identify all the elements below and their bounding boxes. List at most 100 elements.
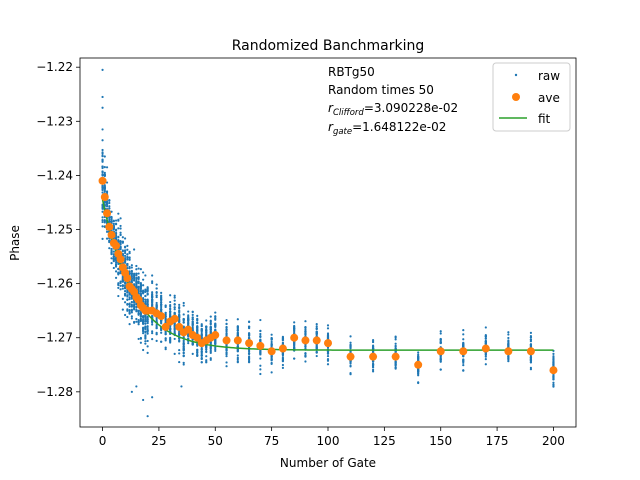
raw-point: [191, 342, 194, 345]
raw-point: [247, 320, 251, 323]
raw-point: [139, 315, 142, 318]
raw-point: [119, 227, 122, 230]
raw-point: [117, 236, 120, 239]
raw-point: [128, 311, 131, 315]
raw-point: [439, 341, 442, 344]
raw-point: [178, 348, 181, 352]
raw-point: [155, 294, 158, 297]
raw-point: [191, 318, 194, 321]
raw-point: [349, 350, 352, 353]
raw-point: [178, 340, 181, 343]
raw-point: [144, 274, 147, 277]
raw-point: [128, 323, 131, 326]
raw-point: [114, 231, 118, 235]
raw-point: [123, 257, 127, 260]
raw-point: [304, 326, 307, 329]
raw-point: [160, 327, 163, 331]
ave-point: [346, 352, 355, 361]
raw-point: [155, 326, 158, 330]
raw-point: [103, 166, 106, 169]
raw-point: [137, 323, 140, 326]
raw-point: [146, 345, 149, 348]
raw-point: [270, 343, 273, 346]
raw-point: [371, 340, 375, 344]
raw-point: [160, 306, 163, 309]
raw-point: [151, 298, 154, 302]
raw-point: [123, 294, 127, 297]
raw-point: [101, 128, 104, 131]
raw-point: [112, 255, 115, 258]
raw-point: [103, 190, 106, 193]
raw-point: [101, 237, 104, 240]
raw-point: [417, 358, 420, 361]
raw-point: [214, 342, 217, 345]
raw-point: [105, 190, 109, 193]
raw-point: [247, 332, 251, 335]
raw-point: [151, 396, 154, 399]
raw-point: [142, 318, 145, 321]
raw-point: [101, 154, 104, 157]
raw-point: [173, 294, 176, 297]
raw-point: [144, 337, 147, 340]
raw-point: [529, 359, 533, 362]
raw-point: [293, 321, 296, 324]
raw-point: [205, 325, 208, 328]
raw-point: [462, 338, 465, 341]
raw-point: [205, 319, 208, 322]
raw-point: [137, 309, 140, 312]
raw-point: [259, 332, 262, 336]
raw-point: [236, 329, 239, 332]
raw-point: [315, 344, 318, 347]
ave-point: [278, 344, 287, 353]
x-tick-label: 50: [208, 434, 223, 448]
raw-point: [114, 276, 118, 279]
raw-point: [160, 305, 163, 308]
raw-point: [281, 357, 285, 360]
raw-point: [178, 352, 181, 355]
raw-point: [225, 334, 228, 337]
raw-point: [507, 355, 510, 358]
raw-point: [236, 334, 239, 337]
raw-point: [130, 317, 133, 320]
raw-point: [164, 332, 167, 335]
annotation-r-gate: rgate=1.648122e-02: [328, 120, 446, 137]
raw-point: [108, 218, 111, 221]
raw-point: [200, 354, 203, 357]
raw-point: [155, 287, 158, 290]
raw-point: [247, 325, 251, 329]
raw-point: [209, 357, 212, 360]
raw-point: [137, 272, 140, 275]
raw-point: [326, 332, 330, 335]
raw-point: [205, 360, 208, 363]
raw-point: [101, 151, 104, 154]
raw-point: [101, 216, 104, 219]
raw-point: [417, 369, 420, 372]
raw-point: [225, 326, 228, 329]
ave-point: [414, 360, 423, 369]
raw-point: [117, 272, 120, 276]
raw-point: [117, 282, 120, 285]
raw-point: [439, 358, 442, 361]
raw-point: [191, 324, 194, 328]
raw-point: [484, 326, 487, 329]
raw-point: [101, 95, 104, 99]
raw-point: [173, 322, 176, 325]
raw-point: [209, 315, 212, 318]
raw-point: [349, 341, 352, 344]
raw-point: [101, 191, 104, 194]
raw-point: [394, 338, 397, 341]
raw-point: [151, 338, 154, 341]
raw-point: [349, 344, 352, 348]
raw-point: [117, 218, 120, 221]
ave-point: [123, 274, 132, 283]
raw-point: [108, 201, 111, 205]
raw-point: [123, 313, 127, 317]
raw-point: [114, 263, 118, 266]
raw-point: [552, 356, 555, 359]
ave-point: [116, 255, 125, 264]
raw-point: [117, 286, 120, 289]
fit-curve: [101, 199, 554, 351]
raw-point: [128, 270, 131, 273]
raw-point: [108, 240, 111, 243]
